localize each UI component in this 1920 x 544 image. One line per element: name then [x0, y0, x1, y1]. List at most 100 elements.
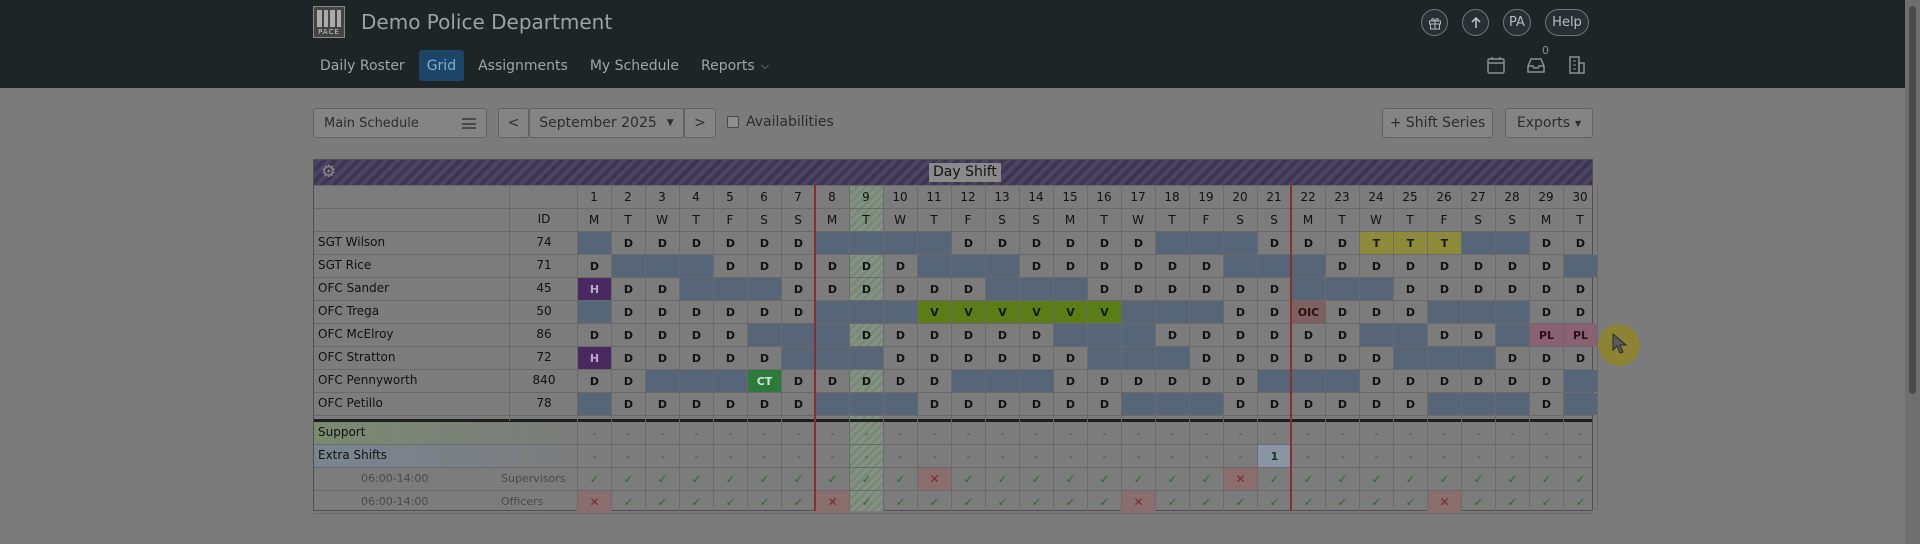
officer-name[interactable]: OFC McElroy: [318, 327, 394, 341]
shift-cell[interactable]: D: [1235, 328, 1246, 342]
shift-cell[interactable]: T: [1428, 232, 1461, 254]
shift-cell[interactable]: [1326, 370, 1359, 392]
summary-cell[interactable]: -: [660, 426, 665, 440]
coverage-ok[interactable]: ✓: [1507, 495, 1518, 509]
shift-cell[interactable]: D: [1371, 374, 1382, 388]
shift-cell[interactable]: [578, 393, 611, 415]
summary-cell[interactable]: -: [1442, 426, 1447, 440]
coverage-ok[interactable]: ✓: [1031, 495, 1042, 509]
coverage-ok[interactable]: ✓: [1371, 495, 1382, 509]
shift-cell[interactable]: D: [1473, 259, 1484, 273]
shift-cell[interactable]: [1258, 370, 1291, 392]
shift-cell[interactable]: [714, 370, 747, 392]
shift-cell[interactable]: V: [1088, 301, 1121, 323]
summary-cell[interactable]: -: [592, 426, 597, 440]
shift-cell[interactable]: D: [895, 328, 906, 342]
shift-series-button[interactable]: + Shift Series: [1382, 108, 1493, 138]
shift-cell[interactable]: D: [725, 236, 736, 250]
shift-cell[interactable]: D: [1031, 397, 1042, 411]
summary-cell[interactable]: -: [1544, 426, 1549, 440]
coverage-ok[interactable]: ✓: [759, 472, 770, 486]
shift-cell[interactable]: [1496, 301, 1529, 323]
shift-cell[interactable]: D: [1507, 259, 1518, 273]
shift-cell[interactable]: D: [725, 328, 736, 342]
shift-cell[interactable]: D: [1405, 282, 1416, 296]
shift-cell[interactable]: D: [1337, 397, 1348, 411]
shift-cell[interactable]: D: [1065, 236, 1076, 250]
shift-cell[interactable]: PL: [1530, 324, 1563, 346]
officer-name[interactable]: OFC Trega: [318, 304, 380, 318]
shift-cell[interactable]: D: [1235, 374, 1246, 388]
officer-name[interactable]: OFC Stratton: [318, 350, 396, 364]
shift-cell[interactable]: D: [929, 282, 940, 296]
coverage-ok[interactable]: ✓: [1031, 472, 1042, 486]
shift-cell[interactable]: D: [1541, 374, 1552, 388]
shift-cell[interactable]: D: [759, 397, 770, 411]
shift-cell[interactable]: [884, 301, 917, 323]
coverage-ok[interactable]: ✓: [1099, 472, 1110, 486]
shift-cell[interactable]: D: [1337, 328, 1348, 342]
summary-cell[interactable]: -: [762, 426, 767, 440]
shift-cell[interactable]: D: [1065, 397, 1076, 411]
shift-cell[interactable]: D: [691, 236, 702, 250]
shift-cell[interactable]: D: [929, 351, 940, 365]
shift-cell[interactable]: D: [963, 351, 974, 365]
shift-cell[interactable]: D: [1133, 374, 1144, 388]
shift-cell[interactable]: D: [725, 305, 736, 319]
shift-cell[interactable]: D: [1269, 305, 1280, 319]
summary-cell[interactable]: -: [932, 426, 937, 440]
scrollbar-thumb[interactable]: [1909, 6, 1916, 394]
summary-cell[interactable]: -: [694, 426, 699, 440]
summary-cell[interactable]: -: [592, 449, 597, 463]
shift-cell[interactable]: D: [1439, 259, 1450, 273]
shift-cell[interactable]: D: [1201, 282, 1212, 296]
shift-cell[interactable]: D: [997, 328, 1008, 342]
shift-cell[interactable]: D: [623, 374, 634, 388]
shift-cell[interactable]: D: [623, 351, 634, 365]
shift-cell[interactable]: D: [657, 397, 668, 411]
summary-cell[interactable]: -: [1034, 426, 1039, 440]
shift-cell[interactable]: D: [1303, 397, 1314, 411]
coverage-ok[interactable]: ✓: [589, 472, 600, 486]
shift-cell[interactable]: D: [1269, 351, 1280, 365]
shift-cell[interactable]: [850, 232, 883, 254]
coverage-ok[interactable]: ✓: [1473, 472, 1484, 486]
shift-cell[interactable]: [1156, 347, 1189, 369]
nav-my-schedule[interactable]: My Schedule: [582, 50, 687, 81]
shift-cell[interactable]: D: [1031, 259, 1042, 273]
shift-cell[interactable]: [1054, 278, 1087, 300]
shift-cell[interactable]: [1564, 255, 1597, 277]
shift-cell[interactable]: T: [1360, 232, 1393, 254]
shift-cell[interactable]: D: [1439, 282, 1450, 296]
summary-cell[interactable]: -: [796, 449, 801, 463]
shift-cell[interactable]: D: [759, 259, 770, 273]
summary-cell[interactable]: -: [898, 449, 903, 463]
coverage-ok[interactable]: ✓: [1201, 472, 1212, 486]
shift-cell[interactable]: [1088, 324, 1121, 346]
shift-cell[interactable]: [680, 278, 713, 300]
nav-reports[interactable]: Reports ⌵: [693, 50, 777, 81]
shift-cell[interactable]: V: [918, 301, 951, 323]
shift-cell[interactable]: [1428, 347, 1461, 369]
officer-name[interactable]: SGT Rice: [318, 258, 372, 272]
shift-cell[interactable]: [578, 301, 611, 323]
summary-cell[interactable]: -: [1340, 426, 1345, 440]
shift-cell[interactable]: D: [1167, 282, 1178, 296]
summary-cell[interactable]: -: [1510, 426, 1515, 440]
coverage-ok[interactable]: ✓: [963, 495, 974, 509]
shift-cell[interactable]: D: [1337, 236, 1348, 250]
shift-cell[interactable]: [816, 393, 849, 415]
summary-cell[interactable]: -: [966, 449, 971, 463]
shift-cell[interactable]: [1428, 301, 1461, 323]
shift-cell[interactable]: D: [759, 351, 770, 365]
coverage-fail[interactable]: ✕: [1428, 491, 1461, 513]
shift-cell[interactable]: D: [1303, 351, 1314, 365]
coverage-fail[interactable]: ✕: [1224, 468, 1257, 490]
coverage-ok[interactable]: ✓: [1099, 495, 1110, 509]
coverage-ok[interactable]: ✓: [1507, 472, 1518, 486]
summary-cell[interactable]: -: [1136, 449, 1141, 463]
coverage-ok[interactable]: ✓: [725, 472, 736, 486]
summary-cell[interactable]: -: [932, 449, 937, 463]
coverage-ok[interactable]: ✓: [963, 472, 974, 486]
summary-cell[interactable]: -: [1068, 449, 1073, 463]
